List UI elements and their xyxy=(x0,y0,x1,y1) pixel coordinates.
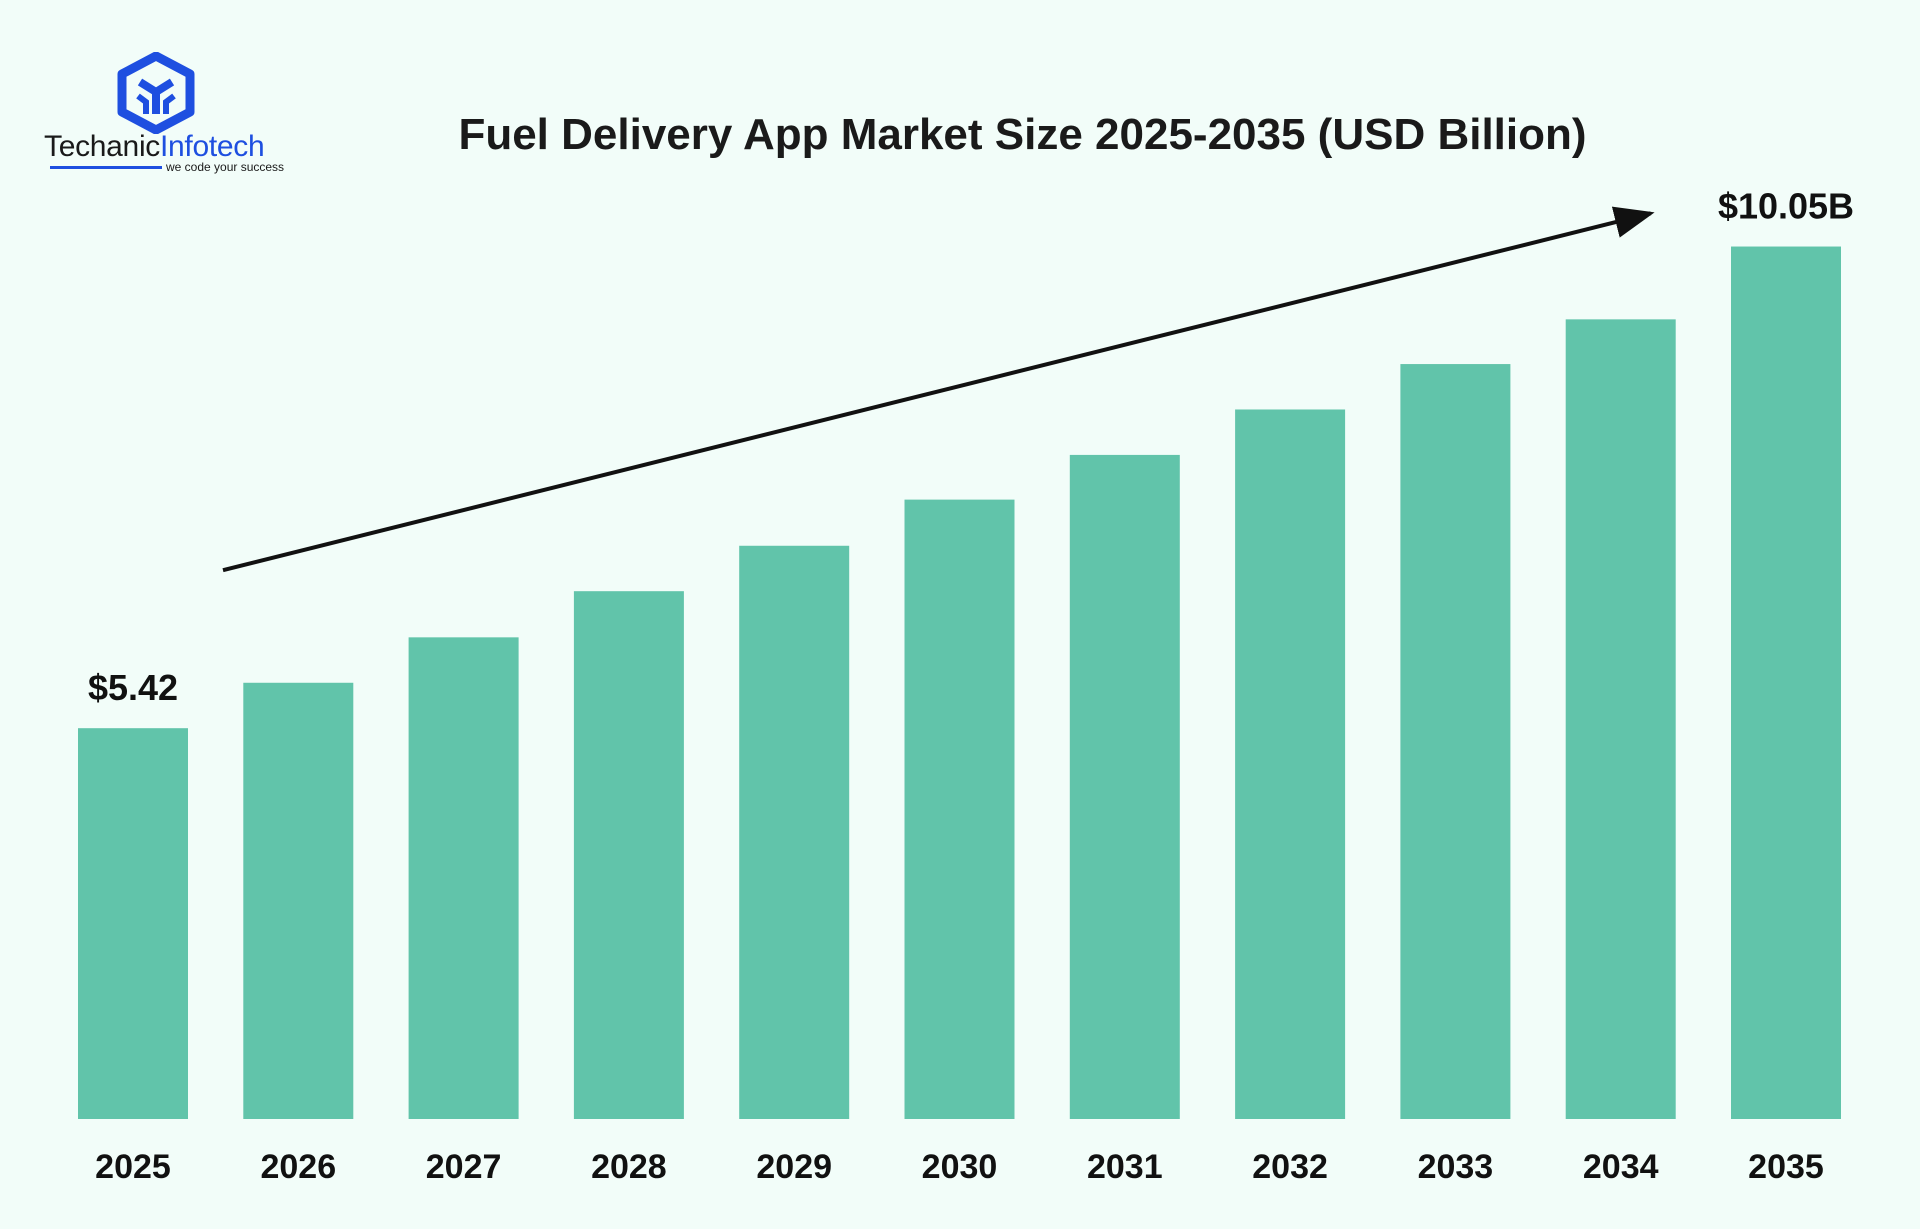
bar-2027 xyxy=(408,637,519,1119)
bar-2025 xyxy=(78,728,188,1119)
bar-2029 xyxy=(739,545,850,1119)
chart-title: Fuel Delivery App Market Size 2025-2035 … xyxy=(458,110,1587,159)
bar-2033 xyxy=(1400,364,1511,1120)
data-label: $10.05B xyxy=(1718,186,1854,227)
brand-logo: TechanicInfotech we code your success xyxy=(44,48,284,178)
x-tick-label: 2028 xyxy=(591,1148,667,1186)
brand-tagline: we code your success xyxy=(166,160,285,174)
bar-2026 xyxy=(243,682,354,1119)
bar-2035 xyxy=(1731,246,1841,1120)
bar-2032 xyxy=(1235,409,1346,1119)
x-tick-label: 2029 xyxy=(756,1148,832,1186)
x-tick-label: 2025 xyxy=(95,1148,171,1186)
brand-name-part1: Techanic xyxy=(44,130,161,163)
x-tick-label: 2026 xyxy=(260,1148,336,1186)
bars-group xyxy=(78,246,1841,1120)
trend-arrow xyxy=(222,206,1655,573)
bar-2031 xyxy=(1069,454,1180,1119)
data-labels: $5.42 $10.05B xyxy=(88,186,1854,709)
cube-logo-icon xyxy=(117,52,195,134)
x-tick-label: 2031 xyxy=(1087,1148,1163,1186)
x-tick-label: 2035 xyxy=(1748,1148,1824,1186)
x-tick-label: 2027 xyxy=(426,1148,502,1186)
trend-arrow-group xyxy=(222,206,1655,573)
bar-2034 xyxy=(1565,319,1676,1119)
bar-2028 xyxy=(573,591,684,1119)
brand-name: TechanicInfotech xyxy=(44,130,265,164)
bar-2030 xyxy=(904,499,1015,1119)
x-tick-label: 2030 xyxy=(922,1148,998,1186)
brand-name-part2: Infotech xyxy=(160,130,265,163)
x-tick-labels: 2025 2026 2027 2028 2029 2030 2031 2032 2033 2034… xyxy=(95,1148,1824,1186)
data-label: $5.42 xyxy=(88,667,178,708)
brand-underline xyxy=(50,166,162,169)
x-tick-label: 2032 xyxy=(1252,1148,1328,1186)
x-tick-label: 2033 xyxy=(1418,1148,1494,1186)
x-tick-label: 2034 xyxy=(1583,1148,1659,1186)
